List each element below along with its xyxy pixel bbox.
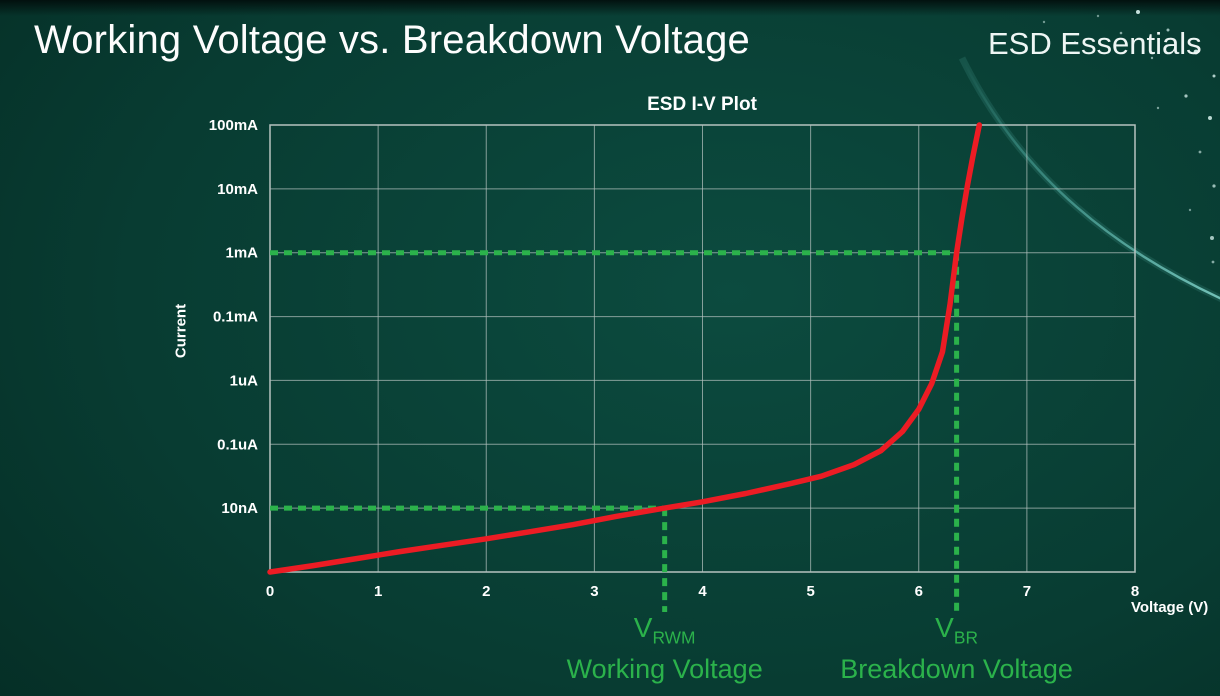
x-tick-label: 5 <box>806 583 814 600</box>
vrwm-symbol-subscript: RWM <box>652 627 696 648</box>
x-tick-label: 4 <box>698 583 707 600</box>
vbr-symbol: VBR <box>840 612 1073 654</box>
x-tick-label: 7 <box>1023 583 1031 600</box>
y-tick-label: 10mA <box>217 181 258 198</box>
vbr-symbol-subscript: BR <box>953 627 978 648</box>
breakdown-voltage-label: Breakdown Voltage <box>840 653 1073 684</box>
chart-title: ESD I-V Plot <box>647 94 757 115</box>
swoosh-curve <box>960 57 1220 300</box>
plot-border <box>269 124 1136 573</box>
page-title: Working Voltage vs. Breakdown Voltage <box>34 18 750 62</box>
y-tick-label: 10nA <box>221 500 258 517</box>
brand-logo: ESD Essentials <box>988 26 1202 61</box>
vbr-symbol-main: V <box>935 612 954 643</box>
vrwm-symbol: VRWM <box>567 612 763 654</box>
y-tick-label: 1uA <box>230 372 259 389</box>
working-voltage-annotation: VRWM Working Voltage <box>567 612 763 685</box>
x-tick-label: 1 <box>374 583 382 600</box>
x-tick-label: 6 <box>915 583 923 600</box>
iv-curve <box>267 122 983 575</box>
x-tick-label: 0 <box>266 583 274 600</box>
x-tick-label: 3 <box>590 583 598 600</box>
x-axis-label: Voltage (V) <box>1131 599 1209 616</box>
breakdown-voltage-annotation: VBR Breakdown Voltage <box>840 612 1073 685</box>
x-tick-label: 2 <box>482 583 490 600</box>
y-tick-label: 0.1mA <box>213 309 258 326</box>
x-tick-label: 8 <box>1131 583 1139 600</box>
y-tick-label: 0.1uA <box>217 436 258 453</box>
y-tick-label: 100mA <box>209 117 258 134</box>
y-tick-label: 1mA <box>225 245 258 262</box>
star-dots <box>1042 10 1216 264</box>
vrwm-symbol-main: V <box>633 612 653 643</box>
working-voltage-label: Working Voltage <box>566 653 763 684</box>
